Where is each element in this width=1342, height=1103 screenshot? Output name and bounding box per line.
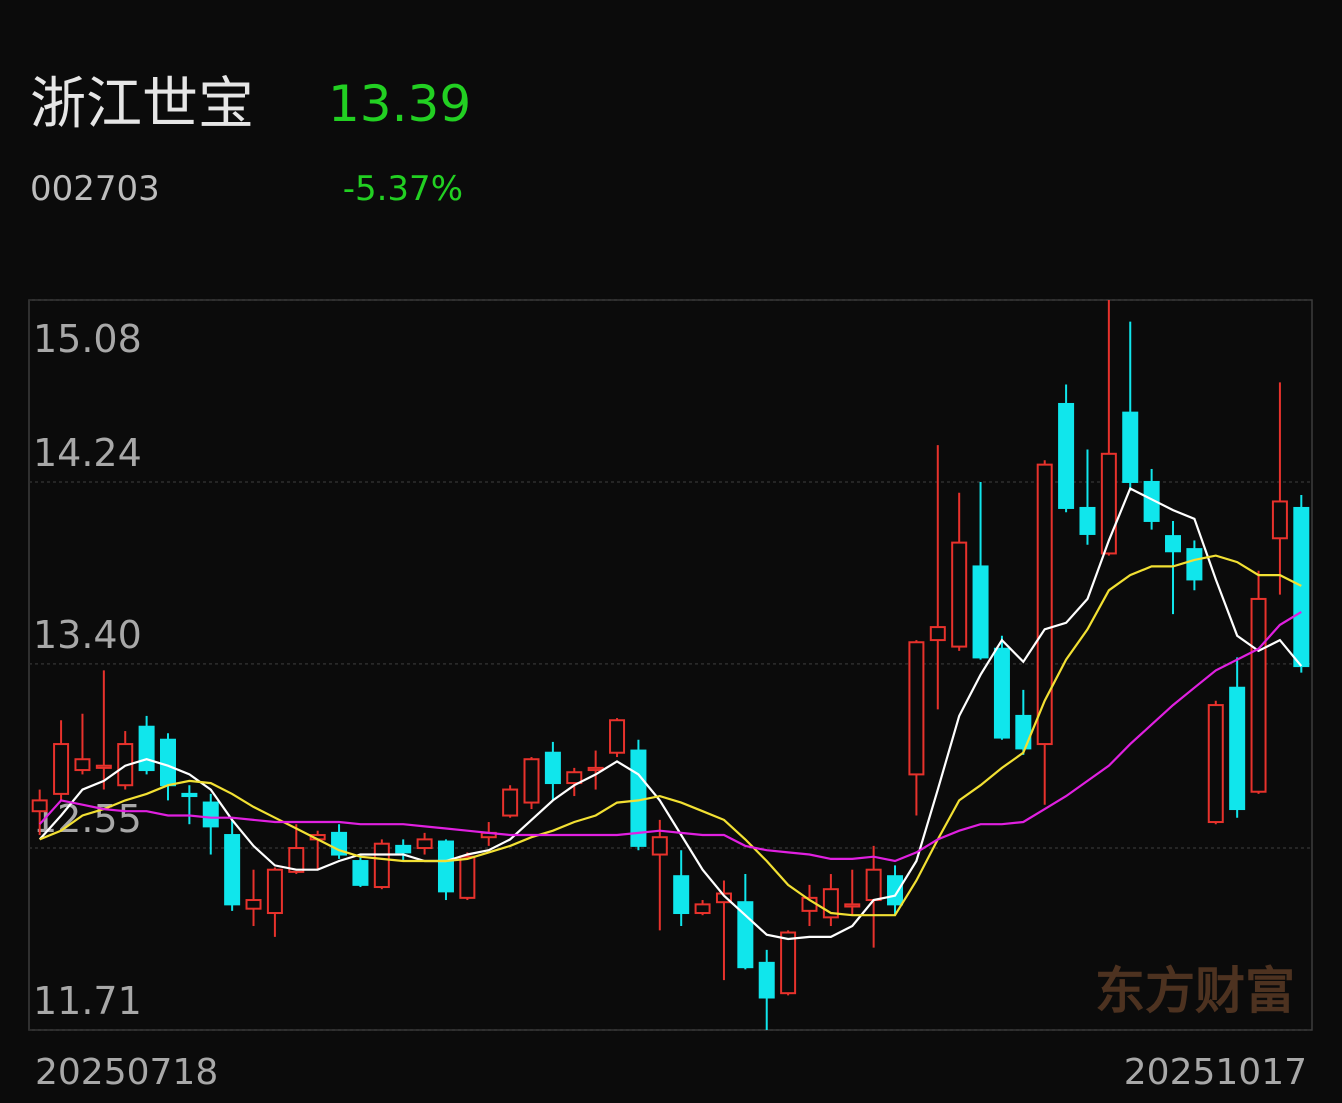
candle-body xyxy=(844,903,861,908)
x-tick-label: 20250718 xyxy=(35,1052,218,1093)
candle-body xyxy=(288,847,305,873)
y-tick-label: 15.08 xyxy=(33,317,142,361)
candle-body xyxy=(224,834,241,906)
moving-average-line xyxy=(39,554,1302,917)
y-tick-label: 14.24 xyxy=(33,431,142,475)
candle-body xyxy=(1293,506,1310,668)
candle-body xyxy=(1058,402,1075,509)
plot-frame xyxy=(28,299,1313,1031)
moving-average-line xyxy=(38,610,1302,863)
moving-average-line xyxy=(38,486,1303,941)
candle-body xyxy=(53,743,70,795)
candle-body xyxy=(1271,500,1288,540)
candle-body xyxy=(651,836,668,856)
watermark: 东方财富 xyxy=(1095,962,1295,1020)
candle-body xyxy=(1079,506,1096,535)
stock-code: 002703 xyxy=(30,169,160,209)
candle-body xyxy=(673,875,690,915)
candle-body xyxy=(437,840,454,893)
candle-body xyxy=(566,771,583,785)
candle-body xyxy=(416,838,433,850)
candle-body xyxy=(780,931,797,995)
candle-body xyxy=(95,764,112,769)
candle-body xyxy=(502,788,519,817)
candle-body xyxy=(993,647,1010,739)
candle-body xyxy=(609,719,626,754)
candle-body xyxy=(159,738,176,787)
x-tick-label: 20251017 xyxy=(1124,1052,1307,1093)
stock-change: -5.37% xyxy=(343,169,463,209)
candle-body xyxy=(1229,686,1246,811)
candle-body xyxy=(587,766,604,772)
candle-body xyxy=(1015,714,1032,750)
candle-body xyxy=(1186,548,1203,581)
candle-body xyxy=(523,758,540,804)
candle-body xyxy=(395,844,412,854)
candle-body xyxy=(1036,463,1053,746)
candle-body xyxy=(74,758,91,772)
candle-body xyxy=(972,565,989,659)
candle-body xyxy=(266,868,283,915)
candle-body xyxy=(1165,535,1182,553)
candle-body xyxy=(1122,411,1139,483)
candle-body xyxy=(694,903,711,915)
candle-body xyxy=(887,875,904,906)
candle-body xyxy=(865,868,882,902)
candle-body xyxy=(1143,480,1160,522)
y-tick-label: 13.40 xyxy=(33,613,142,657)
stock-name: 浙江世宝 xyxy=(30,72,254,137)
candle-body xyxy=(245,899,262,910)
candle-body xyxy=(352,860,369,886)
candle-body xyxy=(31,799,48,813)
candle-body xyxy=(544,751,561,785)
candle-body xyxy=(1207,704,1224,824)
candle-body xyxy=(908,641,925,776)
y-tick-label: 11.71 xyxy=(33,979,142,1023)
candle-body xyxy=(373,842,390,889)
stock-price: 13.39 xyxy=(328,75,471,133)
candle-body xyxy=(929,626,946,642)
candle-body xyxy=(758,961,775,999)
candle-body xyxy=(202,801,219,828)
candle-body xyxy=(459,855,476,899)
candle-body xyxy=(1250,597,1267,793)
candle-body xyxy=(181,792,198,798)
candle-body xyxy=(138,725,155,772)
candle-body xyxy=(1100,452,1117,555)
candle-body xyxy=(715,892,732,904)
candle-body xyxy=(951,541,968,648)
